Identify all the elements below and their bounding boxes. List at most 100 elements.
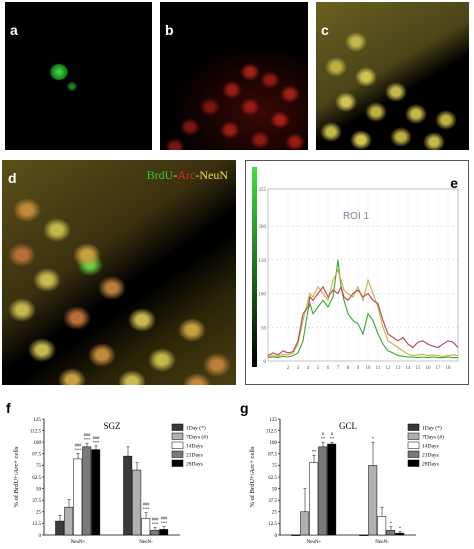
y-tick-label: 37.5: [268, 499, 277, 504]
bar: [123, 455, 133, 536]
arc-cell-field: [160, 2, 308, 150]
bar: [291, 534, 301, 536]
y-tick-label: 12.5: [32, 522, 41, 527]
profile-y-tick-label: 150: [259, 259, 267, 264]
profile-x-tick-label: 10: [366, 366, 372, 371]
stain-neun: NeuN: [199, 168, 228, 182]
y-tick-label: 62.5: [268, 476, 277, 481]
bar: [82, 446, 92, 536]
legend-swatch: [407, 432, 420, 440]
profile-y-tick-label: 0: [264, 360, 267, 365]
bar: [377, 516, 387, 536]
significance-label: ***: [75, 447, 83, 452]
category-label: NeuN-: [139, 540, 153, 545]
profile-x-tick-label: 3: [297, 366, 300, 371]
significance-label: ***: [93, 440, 101, 445]
category-label: NeuN+: [71, 540, 86, 545]
legend-label: 28Days: [422, 462, 439, 468]
bar: [368, 465, 378, 536]
legend-swatch: [171, 450, 184, 458]
profile-y-tick-label: 255: [259, 188, 267, 193]
significance-label: ***: [161, 521, 169, 526]
significance-label: *: [390, 521, 393, 526]
profile-x-tick-label: 5: [317, 366, 320, 371]
y-tick-label: 37.5: [32, 499, 41, 504]
y-tick-label: 0: [275, 534, 278, 539]
profile-x-tick-label: 4: [307, 366, 310, 371]
y-tick-label: 0: [39, 534, 42, 539]
y-tick-label: 75: [36, 464, 42, 469]
legend-swatch: [407, 459, 420, 467]
profile-x-tick-label: 13: [396, 366, 402, 371]
category-label: NeuN-: [375, 540, 389, 545]
legend-label: 21Days: [186, 453, 203, 459]
bar-chart-gcl: GCL % of BrdU+/Arc+ cells 0 12.5 25 37.5 50 62.…: [249, 418, 444, 545]
profile-x-tick-label: 9: [357, 366, 360, 371]
profile-x-tick-label: 18: [446, 366, 452, 371]
y-tick-label: 50: [272, 487, 278, 492]
bar: [73, 458, 83, 536]
chart-title: GCL: [339, 421, 357, 431]
stain-sep-2: -: [195, 168, 200, 182]
profile-series-line: [267, 259, 458, 359]
bar: [386, 530, 396, 536]
profile-x-tick-label: 17: [436, 366, 442, 371]
profile-frame: [267, 188, 459, 362]
micrograph-d: d BrdU-Arc-NeuN: [2, 160, 236, 385]
micrograph-c: c: [316, 2, 469, 150]
bar: [395, 532, 405, 536]
legend-swatch: [407, 423, 420, 431]
y-tick-label: 25: [272, 511, 278, 516]
legend-label: 21Days: [422, 453, 439, 459]
legend-label: 7Days (#): [422, 434, 444, 441]
significance-label: *: [399, 525, 402, 530]
profile-x-tick-label: 6: [327, 366, 330, 371]
roi-label: ROI 1: [343, 211, 370, 222]
profile-series-line: [267, 285, 459, 357]
legend-label: 14Days: [422, 444, 439, 450]
bar: [150, 530, 160, 536]
profile-plot: 0 50 100 150 200 255 2 3 4 5 6 7 8 9 10 11 12 13 14 15 16 17 1…: [252, 167, 459, 371]
profile-x-tick-label: 7: [337, 366, 340, 371]
significance-label: ###: [75, 442, 83, 447]
bar: [91, 449, 101, 536]
significance-label: #: [322, 431, 325, 436]
y-tick-label: 25: [36, 511, 42, 516]
profile-x-tick-label: 15: [416, 366, 422, 371]
profile-y-tick-label: 100: [259, 293, 267, 298]
profile-series-line: [267, 268, 459, 358]
y-tick-label: 87.5: [32, 453, 41, 458]
legend-swatch: [407, 441, 420, 449]
legend-label: 7Days (#): [186, 434, 208, 441]
bar: [327, 443, 337, 536]
intensity-profile-e: 0 50 100 150 200 255 2 3 4 5 6 7 8 9 10 11 12 13 14 15 16 17 1…: [245, 160, 469, 385]
intensity-scale-bar: [252, 167, 257, 367]
chart-title: SGZ: [103, 421, 120, 431]
profile-x-tick-label: 2: [287, 366, 290, 371]
profile-x-tick-label: 14: [406, 366, 412, 371]
micrograph-a: a: [5, 2, 152, 150]
stain-legend: BrdU-Arc-NeuN: [147, 168, 228, 183]
bar: [300, 511, 310, 536]
category-label: NeuN+: [307, 540, 322, 545]
profile-x-tick-label: 11: [376, 366, 381, 371]
profile-y-tick-label: 50: [261, 326, 267, 331]
significance-label: **: [312, 449, 317, 454]
bar: [141, 518, 151, 536]
y-tick-label: 75: [272, 464, 278, 469]
significance-label: ###: [93, 435, 101, 440]
merged-cell-field: [2, 160, 236, 385]
significance-label: ***: [143, 507, 151, 512]
bar: [309, 462, 319, 536]
y-tick-label: 50: [36, 487, 42, 492]
panel-label-a: a: [10, 22, 18, 38]
profile-x-tick-label: 16: [426, 366, 432, 371]
y-tick-label: 62.5: [32, 476, 41, 481]
significance-label: ***: [152, 522, 160, 527]
y-tick-label: 100: [34, 441, 42, 446]
significance-label: **: [330, 436, 335, 441]
panel-label-b: b: [165, 22, 174, 38]
brdu-cell-1: [50, 64, 68, 80]
legend-swatch: [171, 423, 184, 431]
panel-label-c: c: [321, 22, 329, 38]
